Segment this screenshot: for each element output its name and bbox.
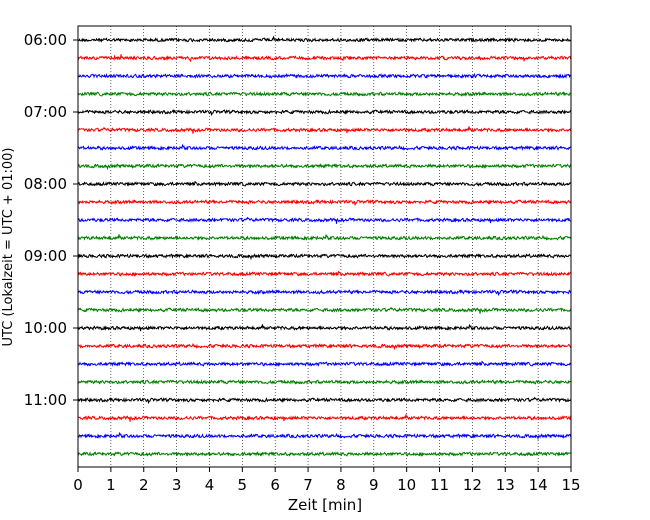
x-axis-label: Zeit [min] bbox=[288, 496, 362, 514]
seismic-trace bbox=[77, 109, 572, 116]
x-tick-label: 5 bbox=[238, 476, 248, 494]
y-tick-label: 08:00 bbox=[24, 175, 67, 193]
x-tick-label: 14 bbox=[529, 476, 548, 494]
y-tick-label: 06:00 bbox=[24, 31, 67, 49]
x-tick-label: 6 bbox=[270, 476, 280, 494]
x-tick-label: 11 bbox=[430, 476, 449, 494]
seismic-trace bbox=[77, 91, 572, 97]
x-tick-label: 1 bbox=[106, 476, 116, 494]
seismic-trace bbox=[77, 451, 572, 457]
seismic-trace bbox=[77, 270, 572, 277]
seismic-trace bbox=[77, 163, 572, 171]
seismic-trace bbox=[77, 35, 572, 43]
y-tick-label: 10:00 bbox=[24, 319, 67, 337]
x-tick-label: 12 bbox=[463, 476, 482, 494]
seismic-trace bbox=[78, 343, 572, 351]
seismic-trace bbox=[77, 144, 572, 151]
y-tick-label: 11:00 bbox=[24, 391, 67, 409]
seismic-traces bbox=[77, 35, 572, 457]
y-axis-ticks: 06:00 07:00 08:00 09:00 10:00 11:00 bbox=[24, 31, 78, 409]
seismic-trace bbox=[77, 180, 572, 187]
x-tick-label: 10 bbox=[397, 476, 416, 494]
x-tick-label: 3 bbox=[172, 476, 182, 494]
y-tick-label: 09:00 bbox=[24, 247, 67, 265]
seismic-trace bbox=[77, 379, 572, 385]
y-axis-label: UTC (Lokalzeit = UTC + 01:00) bbox=[1, 148, 16, 347]
seismic-trace bbox=[77, 414, 572, 422]
seismic-trace bbox=[77, 234, 572, 241]
seismic-trace bbox=[77, 216, 572, 224]
seismic-trace bbox=[77, 73, 572, 79]
seismic-trace bbox=[77, 306, 572, 314]
seismic-trace bbox=[77, 289, 572, 296]
seismic-trace bbox=[77, 126, 572, 134]
x-tick-label: 7 bbox=[303, 476, 313, 494]
x-tick-label: 0 bbox=[73, 476, 83, 494]
y-tick-label: 07:00 bbox=[24, 103, 67, 121]
plot-frame bbox=[77, 25, 572, 468]
seismic-trace bbox=[77, 396, 572, 404]
x-axis-ticks: 0 1 2 3 4 5 6 7 8 9 10 11 12 13 14 15 bbox=[73, 467, 581, 494]
x-tick-label: 15 bbox=[561, 476, 580, 494]
seismic-trace bbox=[77, 54, 572, 62]
x-tick-label: 13 bbox=[496, 476, 515, 494]
seismic-trace bbox=[77, 253, 572, 261]
x-tick-label: 4 bbox=[205, 476, 215, 494]
x-tick-label: 8 bbox=[336, 476, 346, 494]
seismic-trace bbox=[77, 199, 572, 206]
seismic-trace bbox=[77, 432, 572, 441]
seismic-trace bbox=[77, 324, 572, 332]
x-tick-label: 9 bbox=[369, 476, 379, 494]
seismic-trace bbox=[77, 360, 572, 367]
x-tick-label: 2 bbox=[139, 476, 149, 494]
